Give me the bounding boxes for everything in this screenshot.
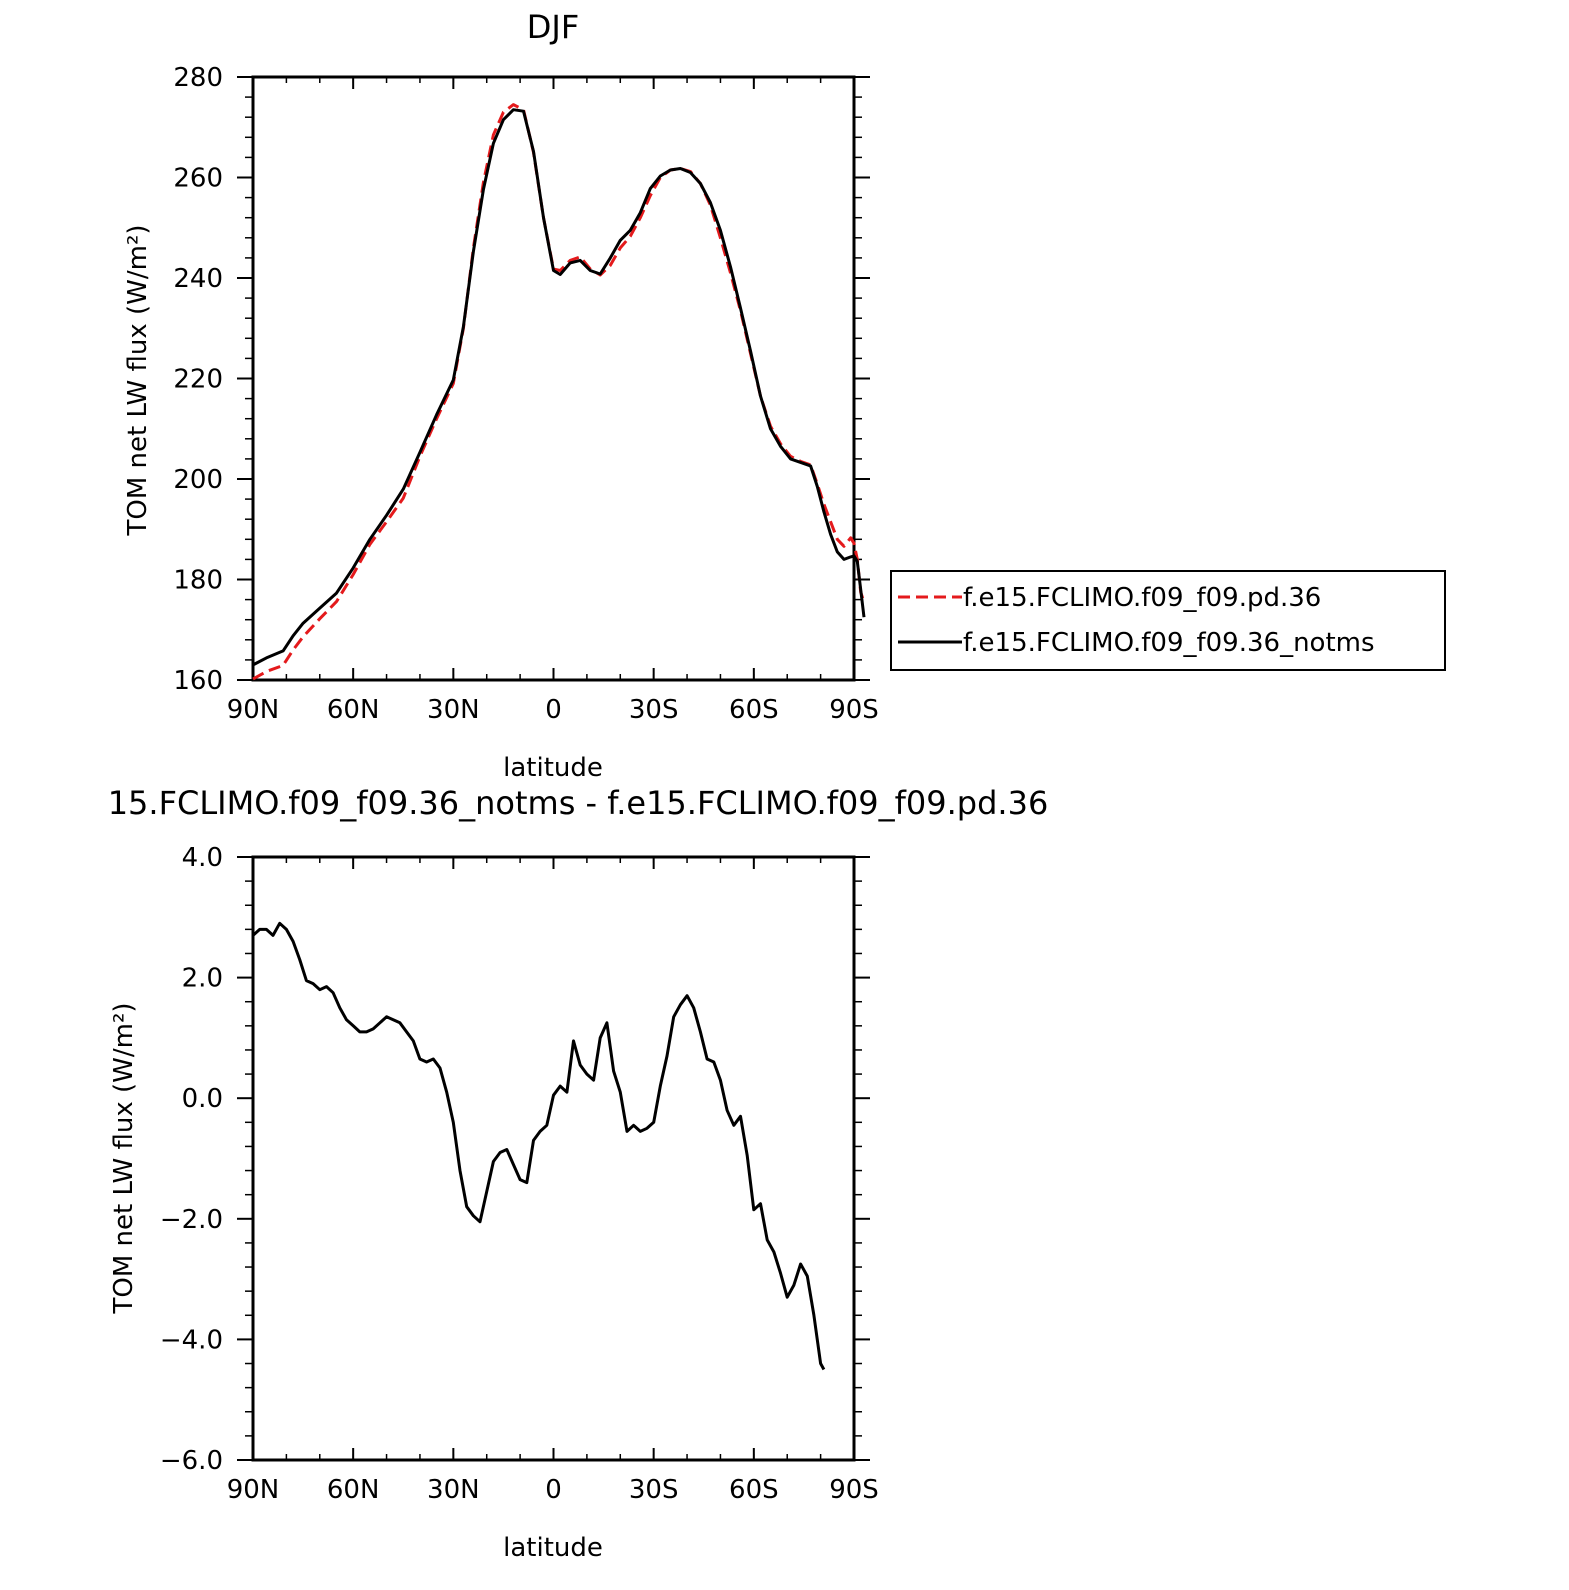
top-x-tick-label: 60N	[327, 695, 380, 725]
top-y-tick-label: 220	[173, 365, 223, 395]
bottom-y-tick-label: 0.0	[182, 1084, 223, 1114]
bottom-x-tick-label: 60N	[327, 1475, 380, 1505]
top-y-tick-label: 180	[173, 566, 223, 596]
top-x-tick-label: 60S	[729, 695, 779, 725]
top-x-tick-label: 30N	[427, 695, 480, 725]
top-y-tick-label: 200	[173, 465, 223, 495]
top-x-axis-label: latitude	[503, 753, 603, 783]
top-series-line-0	[252, 103, 866, 681]
top-x-tick-label: 30S	[629, 695, 679, 725]
bottom-x-axis-label: latitude	[503, 1533, 603, 1563]
bottom-y-tick-label: −6.0	[160, 1446, 223, 1476]
bottom-series-line-0	[251, 921, 826, 1371]
bottom-x-tick-label: 60S	[729, 1475, 779, 1505]
bottom-y-tick-label: 2.0	[182, 964, 223, 994]
legend-box	[890, 570, 1446, 671]
top-y-axis-label: TOM net LW flux (W/m²)	[123, 224, 153, 536]
bottom-x-tick-label: 30N	[427, 1475, 480, 1505]
top-y-tick-label: 240	[173, 264, 223, 294]
bottom-y-axis-label: TOM net LW flux (W/m²)	[109, 1002, 139, 1314]
bottom-axis-ticks: 90N 60N 30N 0 30S 60S 90S −6.0 −4.0 −2.0 0.0 2.0 4.0	[160, 843, 879, 1505]
top-x-tick-label: 0	[545, 695, 562, 725]
top-series-line-1	[252, 108, 866, 667]
bottom-x-tick-label: 90S	[829, 1475, 879, 1505]
bottom-x-tick-label: 30S	[629, 1475, 679, 1505]
top-series-lines	[252, 103, 866, 681]
bottom-y-tick-label: −4.0	[160, 1325, 223, 1355]
top-x-tick-label: 90N	[227, 695, 280, 725]
top-y-tick-label: 260	[173, 164, 223, 194]
top-axis-ticks: 90N 60N 30N 0 30S 60S 90S 160 180 200 220 240 260 280	[173, 63, 878, 725]
top-y-tick-label: 160	[173, 666, 223, 696]
bottom-y-tick-label: −2.0	[160, 1205, 223, 1235]
bottom-y-tick-label: 4.0	[182, 843, 223, 873]
bottom-chart-title: 15.FCLIMO.f09_f09.36_notms - f.e15.FCLIM…	[108, 784, 1049, 822]
legend: f.e15.FCLIMO.f09_f09.pd.36 f.e15.FCLIMO.…	[890, 570, 1446, 671]
bottom-plot-frame	[251, 855, 856, 1462]
top-chart-title: DJF	[527, 8, 579, 46]
legend-label-pd36: f.e15.FCLIMO.f09_f09.pd.36	[963, 583, 1321, 613]
top-x-tick-label: 90S	[829, 695, 879, 725]
bottom-x-tick-label: 90N	[227, 1475, 280, 1505]
legend-label-notms: f.e15.FCLIMO.f09_f09.36_notms	[963, 628, 1375, 658]
top-y-tick-label: 280	[173, 63, 223, 93]
bottom-x-tick-label: 0	[545, 1475, 562, 1505]
bottom-series-lines	[251, 921, 826, 1371]
